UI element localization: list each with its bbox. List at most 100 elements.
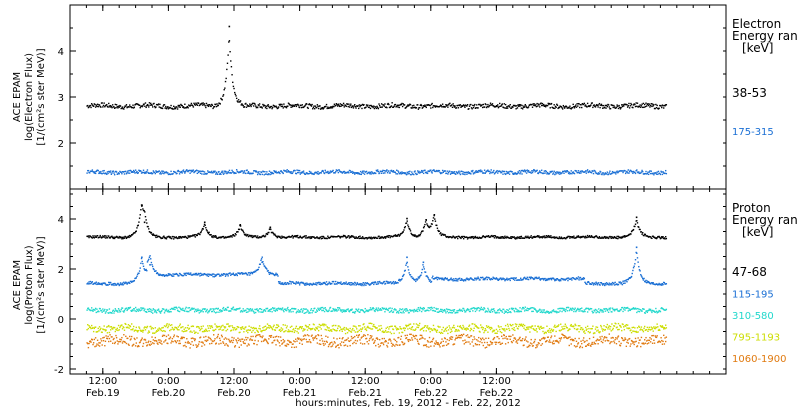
proton-series-795-1193 [86,322,668,335]
electron-data-point [180,103,182,106]
electron-data-point [306,172,308,174]
proton-data-point [624,282,626,284]
proton-data-point [98,236,101,238]
proton-data-point [350,284,352,286]
electron-data-point [575,170,578,172]
proton-data-point [178,306,180,309]
proton-data-point [556,278,559,280]
proton-data-point [193,307,195,310]
proton-data-point [307,237,309,239]
electron-data-point [190,171,193,173]
proton-data-point [183,309,185,312]
proton-data-point [338,281,341,284]
proton-data-point [582,277,585,279]
proton-data-point [157,329,160,332]
electron-data-point [541,102,544,105]
electron-data-point [97,169,99,172]
proton-data-point [169,329,171,332]
proton-data-point [647,280,650,283]
electron-data-point [247,171,250,173]
proton-data-point [127,235,130,237]
proton-data-point [427,307,429,309]
proton-data-point [662,236,664,238]
electron-data-point [104,106,106,108]
electron-data-point [569,105,571,107]
proton-data-point [599,310,601,312]
electron-data-point [538,171,540,174]
proton-data-point [611,284,613,286]
electron-data-point [433,169,435,171]
proton-data-point [231,236,233,238]
proton-data-point [417,306,420,309]
electron-data-point [165,105,167,108]
electron-data-point [231,169,233,172]
electron-data-point [361,107,363,110]
proton-data-point [205,229,208,231]
proton-data-point [647,281,649,284]
proton-data-point [474,308,476,310]
proton-data-point [479,279,481,281]
proton-data-point [374,310,376,313]
proton-data-point [483,278,486,281]
proton-data-point [257,331,260,333]
proton-data-point [268,271,270,274]
electron-data-point [570,170,572,172]
proton-data-point [176,309,179,312]
proton-data-point [518,237,521,239]
proton-data-point [469,310,471,313]
proton-data-point [172,273,174,275]
proton-data-point [335,309,337,312]
electron-data-point [333,103,336,105]
proton-data-point [214,236,216,238]
proton-data-point [201,273,203,275]
proton-data-point [234,327,236,329]
proton-data-point [136,331,139,333]
electron-data-point [99,172,101,174]
proton-data-point [195,272,198,275]
electron-data-point [144,102,147,104]
proton-data-point [246,307,248,310]
proton-data-point [565,306,568,309]
proton-data-point [241,272,243,274]
electron-data-point [259,173,261,176]
proton-data-point [319,283,322,286]
proton-data-point [320,237,322,240]
proton-data-point [244,234,246,236]
proton-data-point [523,237,526,239]
proton-data-point [206,274,208,277]
proton-data-point [414,278,416,281]
proton-data-point [103,325,105,327]
proton-data-point [153,311,156,313]
proton-data-point [344,310,346,313]
electron-data-point [221,99,223,101]
proton-data-point [660,237,662,239]
electron-data-point [309,172,311,174]
electron-data-point [630,102,632,105]
electron-ytick-label: 4 [58,47,64,58]
proton-data-point [418,277,420,279]
electron-data-point [202,102,204,104]
electron-data-point [142,169,145,171]
electron-data-point [524,171,527,173]
proton-data-point [577,236,579,238]
proton-data-point [342,310,345,313]
electron-data-point [541,169,543,171]
proton-data-point [617,283,620,286]
proton-data-point [256,235,259,237]
proton-data-point [191,235,193,237]
proton-data-point [401,275,404,278]
electron-data-point [132,169,135,172]
proton-data-point [403,227,406,229]
proton-data-point [283,282,286,285]
proton-data-point [302,281,304,284]
proton-data-point [201,308,204,310]
proton-data-point [648,281,650,284]
proton-data-point [331,282,333,285]
proton-data-point [224,275,227,277]
electron-flux-panel: ACE EPAM log(Electron Flux) [1/(cm²s ste… [12,4,798,190]
proton-data-point [512,278,515,281]
proton-data-point [366,309,368,312]
electron-data-point [449,170,451,173]
proton-data-point [397,282,399,284]
